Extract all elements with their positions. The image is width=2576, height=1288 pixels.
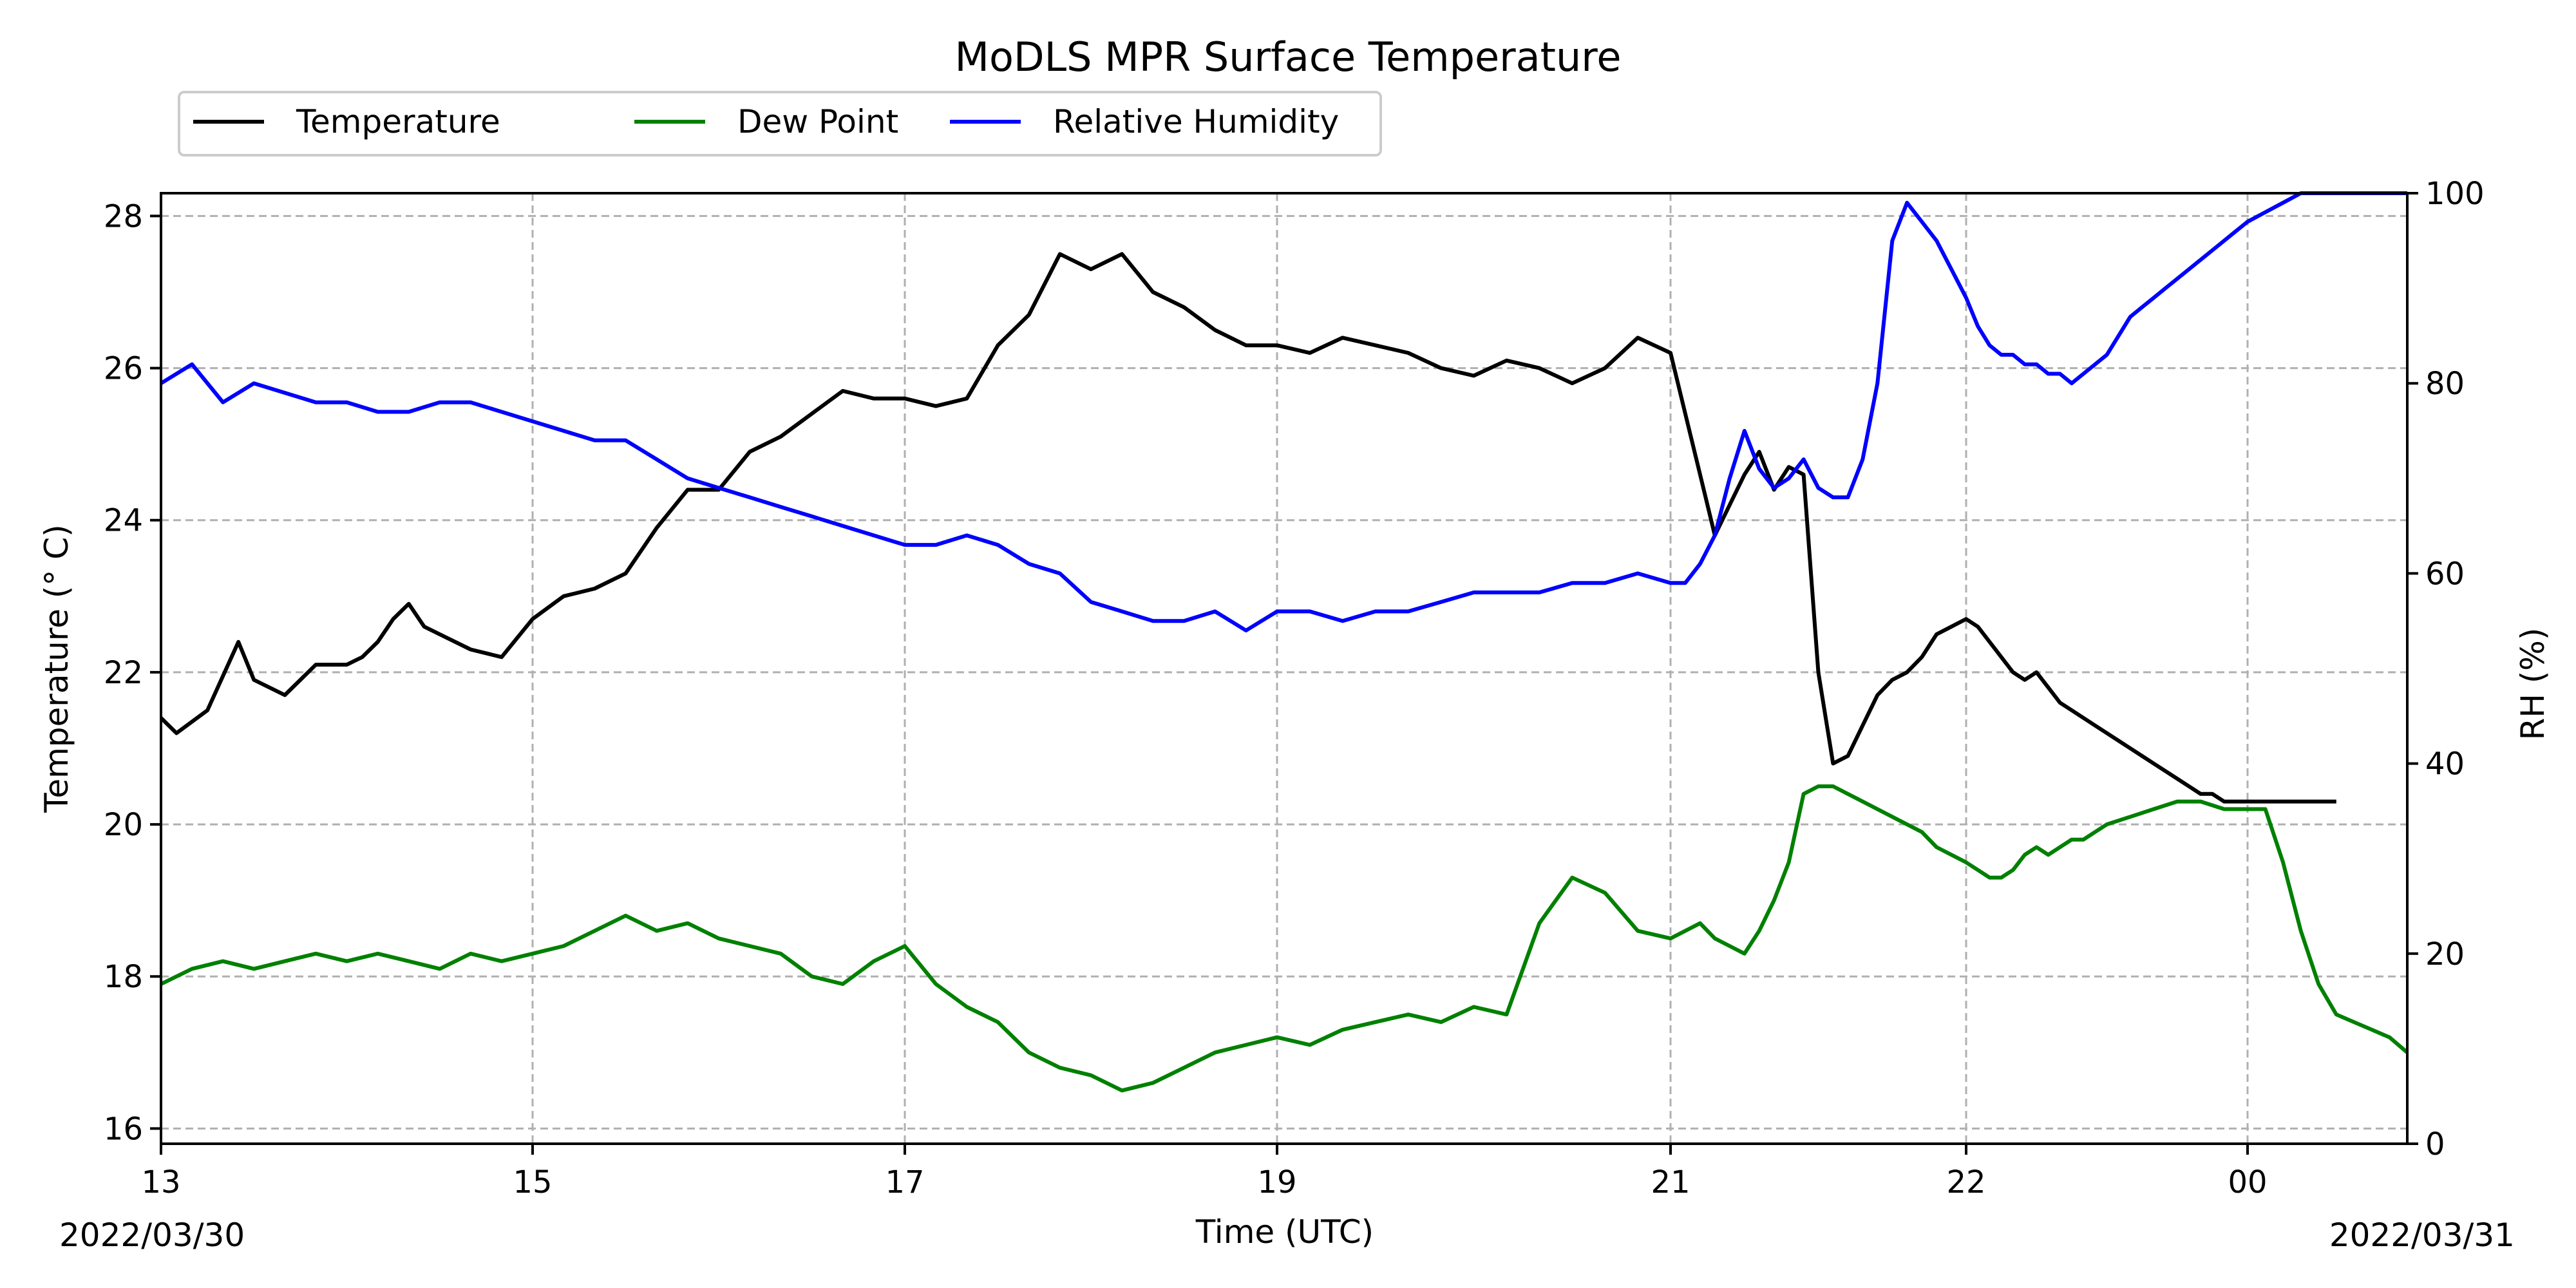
y-right-axis-label: RH (%) — [2514, 628, 2552, 741]
x-tick-label: 13 — [141, 1164, 180, 1200]
y-left-tick-label: 24 — [104, 503, 143, 539]
temperature-line — [159, 252, 2336, 804]
start-date-label: 2022/03/30 — [59, 1217, 245, 1254]
x-tick-label: 21 — [1651, 1164, 1690, 1200]
x-tick-label: 19 — [1257, 1164, 1296, 1200]
y-left-tick-label: 22 — [104, 655, 143, 691]
legend: Temperature Dew Point Relative Humidity — [178, 91, 1382, 156]
x-tick-label: 17 — [885, 1164, 924, 1200]
y-left-tick-label: 26 — [104, 351, 143, 387]
x-tick-label: 22 — [1946, 1164, 1985, 1200]
legend-frame — [178, 91, 1382, 156]
plot-frame — [160, 192, 2409, 1145]
relative-humidity-line — [160, 191, 2407, 632]
y-left-tick-label: 20 — [104, 807, 143, 843]
x-axis-label: Time (UTC) — [1195, 1213, 1374, 1251]
y-right-tick-label: 60 — [2425, 556, 2465, 592]
y-left-tick-label: 18 — [104, 959, 143, 995]
dew-point-line — [160, 784, 2409, 1093]
y-left-axis-ticks: 16 18 20 22 24 26 28 — [104, 198, 161, 1147]
y-left-tick-label: 28 — [104, 198, 143, 234]
chart-title: MoDLS MPR Surface Temperature — [954, 33, 1621, 80]
legend-label: Relative Humidity — [1053, 103, 1339, 140]
y-right-tick-label: 40 — [2425, 746, 2465, 782]
y-right-tick-label: 20 — [2425, 936, 2465, 972]
legend-label: Temperature — [296, 103, 500, 140]
gridlines — [160, 193, 2407, 1144]
x-axis-ticks: 13 15 17 19 21 22 00 — [141, 1144, 2268, 1200]
end-date-label: 2022/03/31 — [2329, 1217, 2515, 1254]
y-right-tick-label: 100 — [2425, 176, 2485, 212]
y-right-tick-label: 80 — [2425, 366, 2465, 402]
x-tick-label: 15 — [513, 1164, 552, 1200]
y-left-axis-label: Temperature (° C) — [38, 524, 75, 813]
y-right-tick-label: 0 — [2425, 1126, 2445, 1162]
legend-label: Dew Point — [737, 103, 898, 140]
y-left-tick-label: 16 — [104, 1111, 143, 1147]
y-right-axis-ticks: 0 20 40 60 80 100 — [2407, 176, 2485, 1162]
series-lines — [159, 191, 2409, 1093]
x-tick-label: 00 — [2228, 1164, 2267, 1200]
